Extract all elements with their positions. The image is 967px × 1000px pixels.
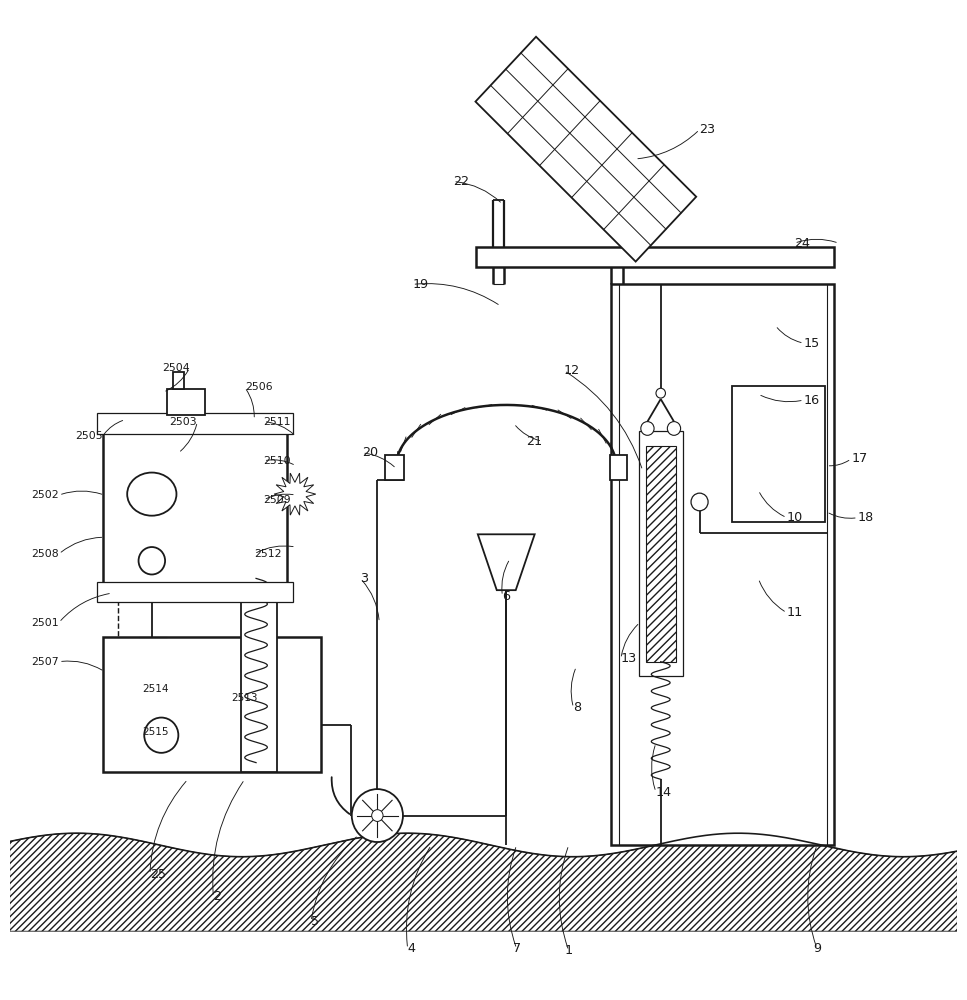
Text: 2501: 2501 xyxy=(31,617,59,628)
Text: 8: 8 xyxy=(573,701,582,714)
Text: 12: 12 xyxy=(564,364,580,377)
Text: 2511: 2511 xyxy=(264,417,291,427)
Text: 10: 10 xyxy=(787,511,803,524)
Bar xyxy=(611,284,835,845)
Bar xyxy=(385,455,404,480)
Text: 20: 20 xyxy=(363,446,378,459)
Circle shape xyxy=(371,810,383,821)
Bar xyxy=(103,419,287,600)
Text: 1: 1 xyxy=(565,944,572,957)
Bar xyxy=(639,431,683,676)
Text: 7: 7 xyxy=(513,942,521,955)
Circle shape xyxy=(641,422,654,435)
Bar xyxy=(103,637,320,772)
Text: 2510: 2510 xyxy=(264,456,291,466)
Text: 2508: 2508 xyxy=(31,549,59,559)
Text: 2: 2 xyxy=(214,890,221,903)
Text: 2515: 2515 xyxy=(142,727,169,737)
Bar xyxy=(241,567,277,772)
Text: 2503: 2503 xyxy=(169,417,197,427)
Text: 3: 3 xyxy=(361,572,368,585)
Text: 2502: 2502 xyxy=(31,490,59,500)
Text: 19: 19 xyxy=(413,278,428,291)
Text: 2512: 2512 xyxy=(254,549,281,559)
Text: 15: 15 xyxy=(804,337,820,350)
Text: 18: 18 xyxy=(858,511,874,524)
Text: 17: 17 xyxy=(851,452,867,465)
Polygon shape xyxy=(10,833,957,931)
Bar xyxy=(97,582,293,602)
Circle shape xyxy=(144,718,178,753)
Bar xyxy=(173,372,184,389)
Text: 9: 9 xyxy=(813,942,821,955)
Bar xyxy=(97,413,293,434)
Text: 13: 13 xyxy=(621,652,637,665)
Text: 2505: 2505 xyxy=(74,431,103,441)
Circle shape xyxy=(656,388,665,398)
Text: 2504: 2504 xyxy=(162,363,190,373)
Bar xyxy=(167,389,205,415)
Text: 4: 4 xyxy=(408,942,416,955)
Text: 14: 14 xyxy=(656,786,672,799)
Text: 5: 5 xyxy=(311,915,319,928)
Polygon shape xyxy=(274,473,316,515)
Circle shape xyxy=(667,422,681,435)
Text: 24: 24 xyxy=(794,237,810,250)
Text: 2513: 2513 xyxy=(231,693,257,703)
Text: 16: 16 xyxy=(804,394,820,407)
Text: 11: 11 xyxy=(787,606,803,619)
Bar xyxy=(609,455,627,480)
Text: 22: 22 xyxy=(454,175,469,188)
Text: 2506: 2506 xyxy=(245,382,273,392)
Text: 2514: 2514 xyxy=(142,684,169,694)
Text: 2507: 2507 xyxy=(31,657,59,667)
Polygon shape xyxy=(476,37,696,262)
Bar xyxy=(476,247,835,267)
Bar xyxy=(646,446,676,662)
Ellipse shape xyxy=(128,473,176,516)
Circle shape xyxy=(138,547,165,574)
Bar xyxy=(732,386,825,522)
Text: 25: 25 xyxy=(150,868,166,881)
Polygon shape xyxy=(478,534,535,590)
Circle shape xyxy=(691,493,708,511)
Text: 2509: 2509 xyxy=(264,495,291,505)
Text: 6: 6 xyxy=(503,590,511,603)
Text: 21: 21 xyxy=(526,435,542,448)
Text: 23: 23 xyxy=(699,123,716,136)
Circle shape xyxy=(352,789,403,842)
